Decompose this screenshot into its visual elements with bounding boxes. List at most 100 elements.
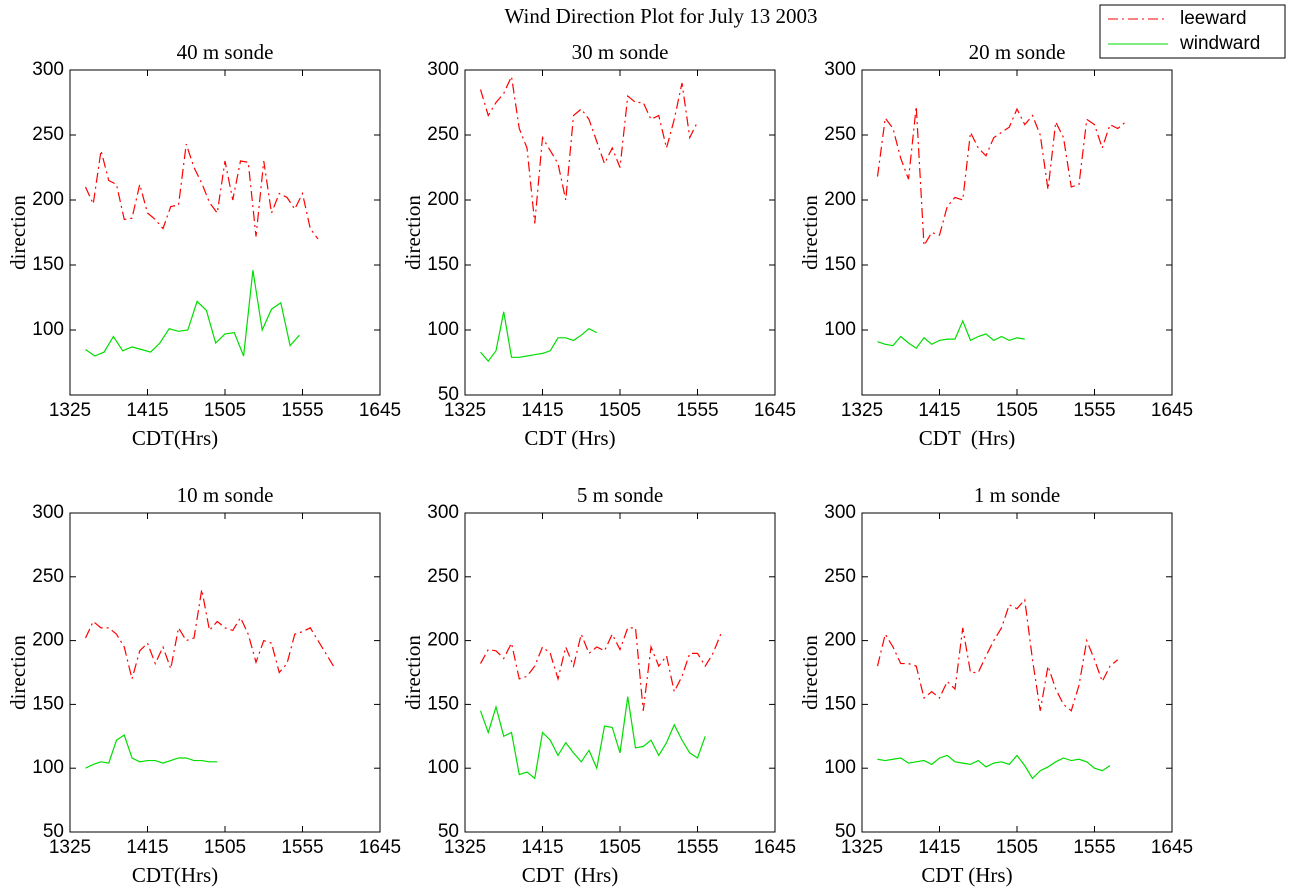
data-line: [85, 734, 218, 769]
x-tick-label: 1325: [841, 400, 883, 421]
x-tick-label: 1325: [49, 400, 91, 421]
y-axis-label: direction: [798, 635, 822, 710]
x-tick-label: 1415: [521, 400, 563, 421]
y-tick-label: 200: [427, 630, 459, 651]
x-tick-label: 1505: [204, 400, 246, 421]
y-tick-label: 250: [427, 566, 459, 587]
x-axis-label: CDT(Hrs): [132, 863, 218, 887]
x-tick-label: 1415: [521, 837, 563, 858]
x-tick-label: 1505: [996, 837, 1038, 858]
subplot: 1 m sonde CDT (Hrs) direction 1325 1415 1505 1…: [798, 483, 1193, 887]
x-tick-label: 1555: [281, 837, 323, 858]
x-tick-label: 1555: [1073, 837, 1115, 858]
x-axis-label: CDT (Hrs): [522, 863, 618, 887]
plot-frame: [861, 512, 1173, 833]
x-tick-label: 1645: [754, 400, 796, 421]
y-tick-label: 300: [824, 502, 856, 523]
subplot-title: 30 m sonde: [572, 40, 669, 64]
figure-title: Wind Direction Plot for July 13 2003: [505, 4, 818, 28]
x-tick-label: 1415: [918, 400, 960, 421]
y-tick-label: 300: [427, 59, 459, 80]
y-tick-label: 100: [824, 757, 856, 778]
data-line: [877, 754, 1111, 780]
plot-frame: [464, 512, 776, 833]
x-tick-label: 1645: [359, 837, 401, 858]
x-tick-label: 1555: [676, 837, 718, 858]
data-line: [479, 627, 722, 711]
data-line: [877, 319, 1025, 350]
y-tick-label: 100: [427, 757, 459, 778]
data-line: [479, 74, 699, 224]
y-tick-label: 200: [824, 189, 856, 210]
x-tick-label: 1555: [676, 400, 718, 421]
y-tick-label: 50: [438, 821, 459, 842]
y-tick-label: 300: [427, 502, 459, 523]
y-tick-label: 250: [427, 124, 459, 145]
x-axis-label: CDT (Hrs): [921, 863, 1012, 887]
plot-frame: [464, 69, 776, 396]
y-tick-label: 300: [824, 59, 856, 80]
y-tick-label: 50: [835, 821, 856, 842]
x-tick-label: 1555: [1073, 400, 1115, 421]
y-tick-label: 100: [32, 319, 64, 340]
y-tick-label: 100: [427, 319, 459, 340]
subplot-title: 20 m sonde: [969, 40, 1066, 64]
y-tick-label: 300: [32, 502, 64, 523]
plot-frame: [69, 512, 381, 833]
y-tick-label: 250: [32, 566, 64, 587]
y-tick-label: 150: [32, 693, 64, 714]
x-axis-label: CDT (Hrs): [919, 426, 1015, 450]
data-line: [84, 589, 335, 682]
subplot-title: 10 m sonde: [177, 483, 274, 507]
plot-frame: [69, 69, 381, 396]
subplot: 40 m sonde CDT(Hrs) direction 1325 1415 1505 1…: [6, 40, 401, 450]
y-tick-label: 250: [32, 124, 64, 145]
x-tick-label: 1415: [126, 837, 168, 858]
y-tick-label: 100: [32, 757, 64, 778]
data-line: [480, 311, 598, 363]
subplot-title: 5 m sonde: [577, 483, 663, 507]
data-line: [876, 598, 1119, 712]
subplot-title: 1 m sonde: [974, 483, 1060, 507]
y-tick-label: 200: [427, 189, 459, 210]
data-line: [85, 270, 300, 357]
y-axis-label: direction: [6, 195, 30, 270]
y-tick-label: 150: [427, 254, 459, 275]
y-axis-label: direction: [401, 635, 425, 710]
legend: leeward windward: [1099, 4, 1286, 59]
legend-label: leeward: [1180, 8, 1247, 29]
data-line: [876, 106, 1126, 248]
subplot: 10 m sonde CDT(Hrs) direction 1325 1415 1505 1…: [6, 483, 401, 887]
x-tick-label: 1645: [359, 400, 401, 421]
legend-box: [1099, 4, 1286, 59]
x-tick-label: 1325: [49, 837, 91, 858]
y-axis-label: direction: [6, 635, 30, 710]
subplot: 20 m sonde CDT (Hrs) direction 1325 1415 1505…: [798, 40, 1193, 450]
x-axis-label: CDT(Hrs): [132, 426, 218, 450]
x-tick-label: 1325: [444, 837, 486, 858]
y-tick-label: 250: [824, 566, 856, 587]
x-tick-label: 1505: [599, 400, 641, 421]
y-tick-label: 200: [824, 630, 856, 651]
x-tick-label: 1325: [841, 837, 883, 858]
x-tick-label: 1325: [444, 400, 486, 421]
y-axis-label: direction: [798, 195, 822, 270]
x-tick-label: 1415: [918, 837, 960, 858]
x-tick-label: 1645: [754, 837, 796, 858]
x-tick-label: 1505: [599, 837, 641, 858]
x-tick-label: 1415: [126, 400, 168, 421]
y-tick-label: 250: [824, 124, 856, 145]
data-line: [479, 696, 706, 780]
y-tick-label: 50: [43, 821, 64, 842]
data-line: [84, 143, 319, 240]
subplot-title: 40 m sonde: [177, 40, 274, 64]
y-axis-label: direction: [401, 195, 425, 270]
y-tick-label: 300: [32, 59, 64, 80]
y-tick-label: 50: [438, 384, 459, 405]
y-tick-label: 150: [32, 254, 64, 275]
legend-label: windward: [1179, 33, 1260, 54]
y-tick-label: 200: [32, 630, 64, 651]
x-tick-label: 1505: [204, 837, 246, 858]
